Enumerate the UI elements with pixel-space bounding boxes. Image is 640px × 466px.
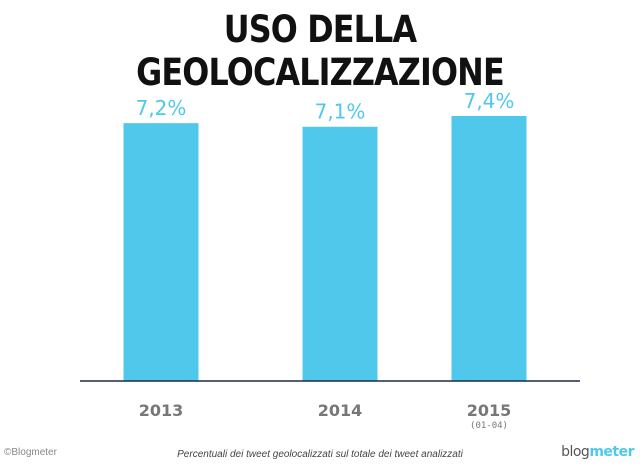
- bar-2015: [451, 116, 527, 381]
- chart-title: USO DELLA GEOLOCALIZZAZIONE: [136, 8, 505, 94]
- copyright-text: ©Blogmeter: [4, 447, 57, 458]
- tick-label-2013: 2013: [139, 401, 184, 420]
- logo-part-blog: blog: [561, 444, 590, 460]
- tick-label-2015: 2015: [467, 401, 512, 420]
- value-label-2013: 7,2%: [136, 96, 187, 120]
- blogmeter-logo: blogmeter: [561, 444, 634, 460]
- bar-2013: [123, 123, 199, 381]
- value-label-2014: 7,1%: [315, 100, 366, 124]
- labels-layer: 7,2% 2013 7,1% 2014 7,4% 2015(01-04): [136, 89, 515, 431]
- bar-2014: [302, 126, 378, 381]
- tick-sublabel-2015: (01-04): [470, 421, 508, 431]
- tick-label-2014: 2014: [318, 401, 363, 420]
- logo-part-meter: meter: [589, 444, 634, 460]
- footnote-text: Percentuali dei tweet geolocalizzati sul…: [177, 449, 463, 460]
- value-label-2015: 7,4%: [464, 89, 515, 113]
- bars-layer: [123, 116, 527, 381]
